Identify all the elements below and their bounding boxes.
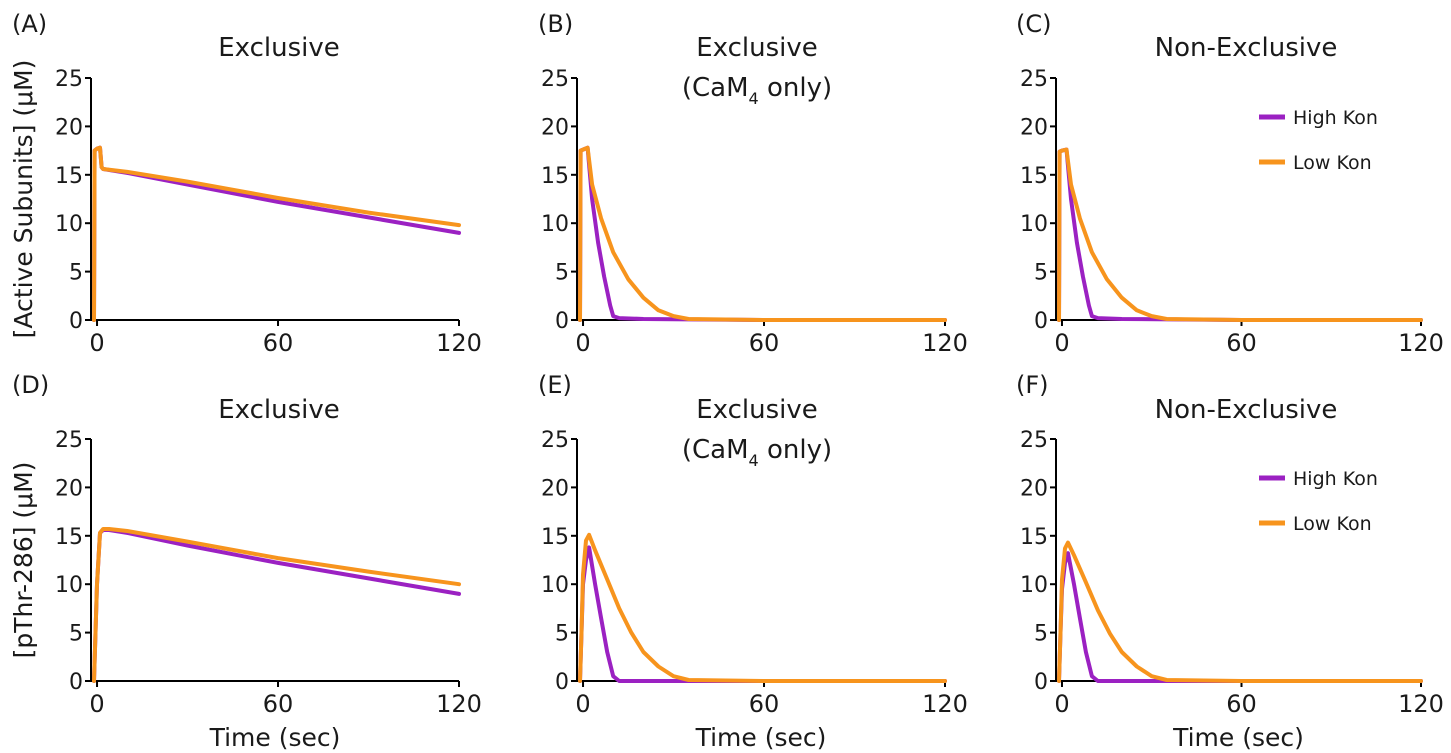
panel-5-subtitle: (CaM4 only) [682, 435, 832, 470]
panel-1-xtick-label-60: 60 [263, 329, 294, 357]
panel-4-ytick-label-0: 0 [69, 670, 83, 695]
panel-5-ytick-label-10: 10 [541, 573, 569, 598]
panel-2-series-low-kon [578, 145, 947, 322]
panel-5-ytick-label-5: 5 [555, 622, 569, 647]
panel-6-ytick-label-15: 15 [1020, 525, 1048, 550]
panel-6-title: Non-Exclusive [1155, 395, 1338, 425]
panel-6-series-low-kon [1057, 540, 1423, 683]
panel-1-ytick-label-25: 25 [55, 67, 83, 92]
panel-4-ytick-label-20: 20 [55, 476, 83, 501]
panel-6-xtick-label-120: 120 [1398, 690, 1444, 718]
panel-3-legend-label-high: High Kon [1293, 107, 1378, 129]
ylabel-row2: [pThr-286] (μM) [9, 462, 38, 659]
panel-5-subtitle-sub: 4 [749, 451, 759, 470]
panel-2-ytick-label-15: 15 [541, 164, 569, 189]
panel-3-title: Non-Exclusive [1155, 33, 1338, 63]
panel-1-letter: (A) [12, 10, 47, 38]
panel-6-ytick-label-5: 5 [1034, 622, 1048, 647]
panel-4-series-high-kon [92, 528, 461, 683]
panel-2-subtitle-main: (CaM [682, 73, 749, 103]
panel-6-legend-label-high: High Kon [1293, 468, 1378, 490]
panel-2-ytick-label-20: 20 [541, 115, 569, 140]
panel-6-letter: (F) [1016, 371, 1049, 399]
panel-5-xtick-label-0: 0 [575, 690, 590, 718]
panel-6-xtick-label-0: 0 [1054, 690, 1069, 718]
panel-4-ytick-label-5: 5 [69, 622, 83, 647]
panel-5-ytick-label-15: 15 [541, 525, 569, 550]
panel-5-subtitle-main: (CaM [682, 435, 749, 465]
panel-5-xtick-label-120: 120 [922, 690, 968, 718]
panel-5-series-high-kon [578, 545, 947, 683]
panel-1-ytick-label-5: 5 [69, 261, 83, 286]
panel-2-ytick-label-25: 25 [541, 67, 569, 92]
panel-4-series-low-kon [92, 527, 461, 683]
panel-3-xtick-label-120: 120 [1398, 329, 1444, 357]
panel-3-xtick-label-0: 0 [1054, 329, 1069, 357]
panel-2-xtick-label-0: 0 [575, 329, 590, 357]
panel-1-xtick-label-120: 120 [436, 329, 482, 357]
panel-2-xtick-label-120: 120 [922, 329, 968, 357]
panel-3-ytick-label-20: 20 [1020, 115, 1048, 140]
panel-4-title: Exclusive [218, 395, 340, 425]
panel-4-xtick-label-60: 60 [263, 690, 294, 718]
panel-4-letter: (D) [12, 371, 49, 399]
panel-5-subtitle-tail: only) [759, 435, 832, 465]
panel-5-letter: (E) [538, 371, 572, 399]
panel-3-series-low-kon [1057, 147, 1423, 322]
panel-4-xtick-label-120: 120 [436, 690, 482, 718]
panel-5-xlabel: Time (sec) [695, 723, 827, 752]
panel-4-ytick-label-15: 15 [55, 525, 83, 550]
panel-2-letter: (B) [538, 10, 573, 38]
panel-5-title: Exclusive [696, 395, 818, 425]
panel-4-xlabel: Time (sec) [209, 723, 341, 752]
panel-3-ytick-label-5: 5 [1034, 261, 1048, 286]
panel-1-ytick-label-0: 0 [69, 309, 83, 334]
panel-5-ytick-label-20: 20 [541, 476, 569, 501]
panel-6-series-high-kon [1057, 551, 1423, 683]
panel-1-ytick-label-10: 10 [55, 212, 83, 237]
panel-3-ytick-label-0: 0 [1034, 309, 1048, 334]
panel-5-series-low-kon [578, 532, 947, 683]
panel-2-ytick-label-5: 5 [555, 261, 569, 286]
panel-3-ytick-label-15: 15 [1020, 164, 1048, 189]
panel-2-ytick-label-10: 10 [541, 212, 569, 237]
panel-2-subtitle-tail: only) [759, 73, 832, 103]
panel-2-title: Exclusive [696, 33, 818, 63]
panel-4-ytick-label-10: 10 [55, 573, 83, 598]
ylabel-row1: [Active Subunits] (μM) [9, 60, 38, 339]
panel-1-series-low-kon [92, 145, 461, 322]
panel-6-ytick-label-0: 0 [1034, 670, 1048, 695]
panel-3-letter: (C) [1016, 10, 1051, 38]
panel-3-legend-label-low: Low Kon [1293, 152, 1372, 174]
panel-5-xtick-label-60: 60 [749, 690, 780, 718]
panel-3-xtick-label-60: 60 [1226, 329, 1257, 357]
panel-4-ytick-label-25: 25 [55, 428, 83, 453]
panel-2-series-high-kon [578, 145, 947, 322]
panel-6-ytick-label-10: 10 [1020, 573, 1048, 598]
panel-6-ytick-label-20: 20 [1020, 476, 1048, 501]
panel-1-title: Exclusive [218, 33, 340, 63]
panel-1-ytick-label-20: 20 [55, 115, 83, 140]
panel-5-ytick-label-25: 25 [541, 428, 569, 453]
panel-6-legend-label-low: Low Kon [1293, 513, 1372, 535]
panel-5-ytick-label-0: 0 [555, 670, 569, 695]
panel-1-xtick-label-0: 0 [89, 329, 104, 357]
panel-3-ytick-label-10: 10 [1020, 212, 1048, 237]
panel-2-xtick-label-60: 60 [749, 329, 780, 357]
panel-6-ytick-label-25: 25 [1020, 428, 1048, 453]
panel-2-ytick-label-0: 0 [555, 309, 569, 334]
panel-6-xtick-label-60: 60 [1226, 690, 1257, 718]
panel-6-xlabel: Time (sec) [1172, 723, 1304, 752]
panel-1-ytick-label-15: 15 [55, 164, 83, 189]
panel-2-subtitle-sub: 4 [749, 89, 759, 108]
panel-4-xtick-label-0: 0 [89, 690, 104, 718]
panel-3-ytick-label-25: 25 [1020, 67, 1048, 92]
panel-2-subtitle: (CaM4 only) [682, 73, 832, 108]
panel-3-series-high-kon [1057, 147, 1423, 322]
